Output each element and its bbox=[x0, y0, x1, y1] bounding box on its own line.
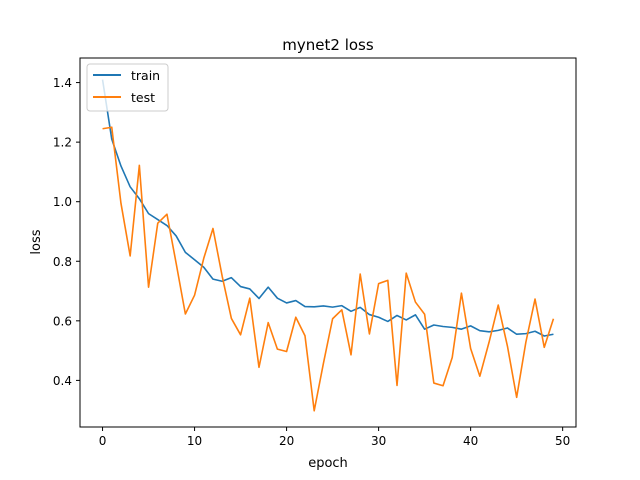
x-axis-ticks: 0 10 20 30 40 50 bbox=[99, 427, 570, 448]
x-tick-label: 20 bbox=[279, 434, 294, 448]
legend-label-train: train bbox=[131, 68, 160, 83]
y-tick-label: 0.4 bbox=[53, 374, 72, 388]
y-tick-label: 0.8 bbox=[53, 255, 72, 269]
x-tick-label: 0 bbox=[99, 434, 107, 448]
x-tick-label: 10 bbox=[187, 434, 202, 448]
y-tick-label: 0.6 bbox=[53, 314, 72, 328]
x-tick-label: 30 bbox=[371, 434, 386, 448]
y-tick-label: 1.2 bbox=[53, 136, 72, 150]
legend-label-test: test bbox=[131, 90, 155, 105]
x-axis-label: epoch bbox=[308, 456, 348, 471]
y-tick-label: 1.0 bbox=[53, 195, 72, 209]
series-line-test bbox=[102, 126, 555, 412]
series-line-train bbox=[101, 79, 554, 337]
chart-title: mynet2 loss bbox=[282, 36, 374, 54]
plot-series bbox=[101, 79, 555, 412]
y-axis-label: loss bbox=[29, 229, 44, 254]
plot-frame bbox=[79, 57, 577, 428]
y-tick-label: 1.4 bbox=[53, 76, 72, 90]
x-tick-label: 40 bbox=[463, 434, 478, 448]
legend: train test bbox=[86, 63, 169, 112]
x-tick-label: 50 bbox=[555, 434, 570, 448]
y-axis-ticks: 0.4 0.6 0.8 1.0 1.2 1.4 bbox=[53, 76, 80, 388]
